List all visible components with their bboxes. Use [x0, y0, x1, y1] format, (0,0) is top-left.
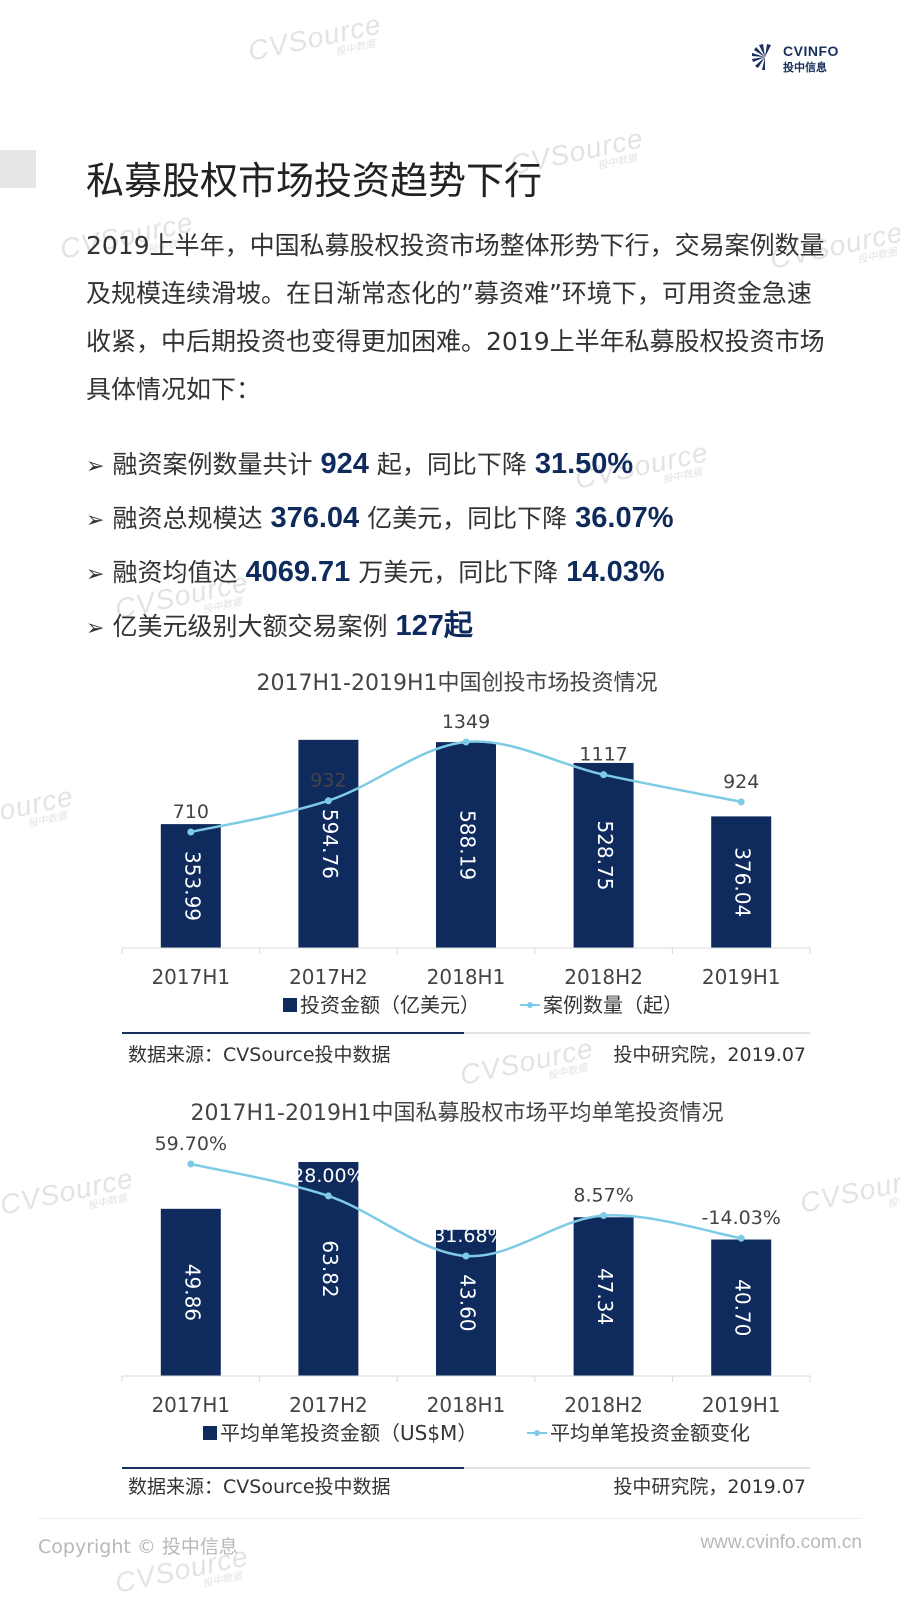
- stat-value: 14.03%: [566, 556, 665, 588]
- logo-subtext: 投中信息: [783, 61, 827, 74]
- legend-label: 平均单笔投资金额变化: [550, 1421, 750, 1445]
- brand-logo: CVINFO 投中信息: [750, 40, 840, 74]
- line-value-label: 932: [310, 770, 346, 792]
- bar-value-label: 63.82: [318, 1240, 342, 1297]
- legend-swatch-bar: [283, 998, 297, 1012]
- bar: [160, 1208, 221, 1376]
- x-tick-label: 2018H1: [427, 1393, 506, 1417]
- stat-value: 376.04: [270, 502, 360, 534]
- arrow-bullet-icon: ➢: [86, 508, 105, 533]
- bar: [298, 739, 359, 948]
- legend-swatch-bar: [203, 1426, 217, 1440]
- x-tick-label: 2018H2: [564, 1393, 643, 1417]
- bar-value-label: 47.34: [593, 1268, 617, 1325]
- x-tick-label: 2018H2: [564, 965, 643, 989]
- line-value-label: 8.57%: [573, 1184, 633, 1206]
- bar-value-label: 49.86: [180, 1264, 204, 1321]
- x-tick-label: 2017H1: [151, 965, 230, 989]
- footer-divider: [38, 1518, 862, 1519]
- stat-value: 31.50%: [534, 448, 634, 480]
- intro-paragraph: 2019上半年，中国私募股权投资市场整体形势下行，交易案例数量及规模连续滑坡。在…: [86, 231, 825, 404]
- line-value-label: -31.68%: [426, 1225, 505, 1247]
- line-point: [187, 1160, 195, 1168]
- chart1-source: 数据来源：CVSource投中数据: [128, 1044, 391, 1066]
- stat-bullet: ➢ 融资均值达 4069.71 万美元，同比下降 14.03%: [86, 556, 665, 588]
- chart-title: 2017H1-2019H1中国私募股权市场平均单笔投资情况: [191, 1101, 724, 1126]
- stat-bullet: ➢ 融资案例数量共计 924 起，同比下降 31.50%: [86, 448, 634, 480]
- arrow-bullet-icon: ➢: [86, 454, 105, 479]
- bar-value-label: 40.70: [731, 1279, 755, 1336]
- x-tick-label: 2017H2: [289, 1393, 368, 1417]
- stat-value: 924: [320, 448, 369, 480]
- line-point: [737, 798, 745, 806]
- bar-value-label: 594.76: [318, 809, 342, 879]
- line-point: [462, 1252, 470, 1260]
- bar-value-label: 528.75: [593, 820, 617, 890]
- page-title: 私募股权市场投资趋势下行: [86, 159, 543, 203]
- line-value-label: 1117: [579, 744, 627, 766]
- bar-value-label: 588.19: [456, 810, 480, 880]
- chart2-source: 数据来源：CVSource投中数据: [128, 1476, 391, 1498]
- line-point: [600, 771, 608, 779]
- stat-value: 4069.71: [245, 556, 351, 588]
- logo-text: CVINFO: [783, 43, 839, 59]
- website-link[interactable]: www.cvinfo.com.cn: [700, 1532, 862, 1553]
- stat-bullet: ➢ 融资总规模达 376.04 亿美元，同比下降 36.07%: [86, 502, 674, 534]
- line-value-label: 1349: [442, 711, 490, 733]
- source-divider: [464, 1032, 810, 1034]
- line-point: [600, 1211, 608, 1219]
- x-tick-label: 2019H1: [702, 965, 781, 989]
- x-tick-label: 2018H1: [427, 965, 506, 989]
- bar: [573, 1217, 634, 1376]
- x-tick-label: 2017H2: [289, 965, 368, 989]
- bar: [711, 1239, 772, 1376]
- bar: [160, 824, 221, 948]
- legend-label: 投资金额（亿美元）: [300, 993, 480, 1017]
- line-point: [737, 1234, 745, 1242]
- bar: [436, 742, 496, 948]
- bar: [573, 762, 634, 948]
- bar-value-label: 43.60: [456, 1274, 480, 1331]
- pe-average-deal-chart: 2017H1-2019H1中国私募股权市场平均单笔投资情况 49.86 63.82 4…: [121, 1101, 811, 1445]
- arrow-bullet-icon: ➢: [86, 562, 105, 587]
- title-accent-bar: [0, 150, 36, 188]
- line-value-label: 28.00%: [292, 1165, 364, 1187]
- legend-label: 案例数量（起）: [543, 993, 683, 1017]
- chart1-source-org: 投中研究院，2019.07: [613, 1044, 806, 1066]
- line-value-label: 710: [173, 801, 209, 823]
- stat-bullet: ➢ 亿美元级别大额交易案例 127起: [86, 610, 473, 642]
- source-divider: [122, 1032, 464, 1034]
- line-point: [324, 797, 332, 805]
- bar-value-label: 376.04: [731, 847, 755, 917]
- line-point: [187, 828, 195, 836]
- watermark: CVSource 投中数据: [457, 1032, 597, 1091]
- line-value-label: 924: [723, 771, 759, 793]
- bar-value-label: 353.99: [180, 851, 204, 921]
- line-value-label: 59.70%: [155, 1133, 227, 1155]
- cvinfo-logo-icon: [752, 44, 771, 70]
- source-divider: [464, 1467, 810, 1469]
- stat-value: 127起: [395, 610, 473, 642]
- line-point: [324, 1192, 332, 1200]
- source-divider: [122, 1467, 464, 1469]
- vc-investment-chart: 2017H1-2019H1中国创投市场投资情况 353.99 594.76 588.1…: [121, 671, 811, 1017]
- legend-swatch-point: [534, 1430, 540, 1436]
- watermark: CVSource 投中数据: [245, 8, 385, 67]
- legend-swatch-point: [527, 1002, 533, 1008]
- x-tick-label: 2017H1: [151, 1393, 230, 1417]
- bar: [711, 816, 772, 948]
- legend-label: 平均单笔投资金额（US$M）: [220, 1421, 477, 1445]
- chart2-source-org: 投中研究院，2019.07: [613, 1476, 806, 1498]
- x-tick-label: 2019H1: [702, 1393, 781, 1417]
- line-point: [462, 738, 470, 746]
- arrow-bullet-icon: ➢: [86, 616, 105, 641]
- copyright: Copyright © 投中信息: [38, 1536, 238, 1558]
- chart-title: 2017H1-2019H1中国创投市场投资情况: [257, 671, 658, 696]
- stat-value: 36.07%: [575, 502, 674, 534]
- line-value-label: -14.03%: [702, 1207, 781, 1229]
